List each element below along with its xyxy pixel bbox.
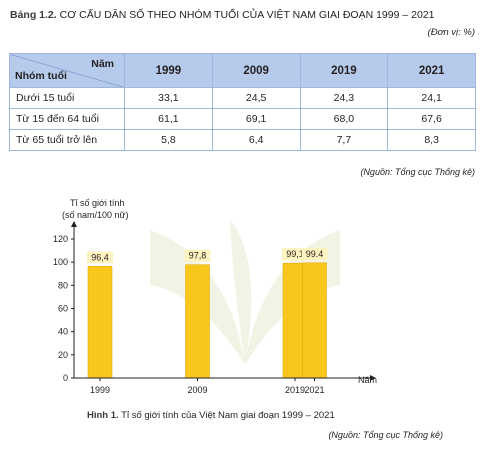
sex-ratio-chart: Tỉ số giới tính (số nam/100 nữ) Năm 0 20 4… <box>53 198 377 395</box>
value-label: 97,8 <box>189 251 207 261</box>
table-label: Bảng 1.2. <box>10 9 57 21</box>
x-tick-label: 2021 <box>304 385 324 395</box>
table-cell: 24,5 <box>211 87 301 109</box>
year-header: 1999 <box>124 53 213 88</box>
population-table: Năm Nhóm tuổi 1999 2009 2019 2021 Dưới 1… <box>9 53 476 151</box>
y-tick-label: 60 <box>58 304 68 314</box>
table-cell: 7,7 <box>299 129 389 151</box>
table-title-text: CƠ CẤU DÂN SỐ THEO NHÓM TUỔI CỦA VIỆT NA… <box>59 9 435 21</box>
value-label-box <box>87 251 113 264</box>
table-cell: 68,0 <box>299 108 389 130</box>
row-label: Từ 65 tuổi trở lên <box>9 129 125 151</box>
row-label: Từ 15 đến 64 tuổi <box>9 108 125 130</box>
year-header: 2009 <box>211 53 301 88</box>
table-cell: 67,6 <box>387 108 476 130</box>
table-cell: 6,4 <box>211 129 301 151</box>
bar <box>185 264 210 379</box>
figure-caption-text: Tỉ số giới tính của Việt Nam giai đoạn 1… <box>121 410 335 421</box>
table-row: Từ 65 tuổi trở lên 5,8 6,4 7,7 8,3 <box>9 129 476 151</box>
year-header: 2019 <box>299 53 389 88</box>
figure-caption: Hình 1. Tỉ số giới tính của Việt Nam gia… <box>87 410 335 421</box>
bar <box>302 262 327 379</box>
row-label: Dưới 15 tuổi <box>9 87 125 109</box>
table-row: Dưới 15 tuổi 33,1 24,5 24,3 24,1 <box>9 87 476 109</box>
y-axis-arrow <box>71 221 77 227</box>
y-axis-label-line2: (số nam/100 nữ) <box>62 210 129 220</box>
y-tick-label: 100 <box>53 257 68 267</box>
value-label-box <box>184 249 211 262</box>
x-tick-label: 2009 <box>187 385 207 395</box>
value-label-box <box>301 247 328 260</box>
table-cell: 61,1 <box>124 108 213 130</box>
header-group-label: Nhóm tuổi <box>15 70 67 82</box>
table-unit: (Đơn vị: %) <box>427 27 475 38</box>
table-title: Bảng 1.2. CƠ CẤU DÂN SỐ THEO NHÓM TUỔI C… <box>10 9 434 21</box>
table-row: Từ 15 đến 64 tuổi 61,1 69,1 68,0 67,6 <box>9 108 476 130</box>
year-header: 2021 <box>387 53 476 88</box>
x-tick-label: 1999 <box>90 385 110 395</box>
table-cell: 8,3 <box>387 129 476 151</box>
value-label: 99,1 <box>286 249 304 259</box>
table-header-row: Năm Nhóm tuổi 1999 2009 2019 2021 <box>9 53 476 88</box>
y-tick-label: 120 <box>53 234 68 244</box>
value-label: 99.4 <box>306 249 324 259</box>
header-year-label: Năm <box>91 58 114 70</box>
x-axis-arrow <box>370 375 376 381</box>
y-tick-label: 20 <box>58 350 68 360</box>
x-tick-label: 2019 <box>285 385 305 395</box>
y-tick-label: 80 <box>58 280 68 290</box>
x-axis-label: Năm <box>358 375 377 385</box>
figure-source: (Nguồn: Tổng cục Thống kê) <box>328 430 443 440</box>
y-axis-label-line1: Tỉ số giới tính <box>70 198 124 208</box>
table-cell: 69,1 <box>211 108 301 130</box>
table-cell: 33,1 <box>124 87 213 109</box>
bar <box>87 266 113 379</box>
table-cell: 24,3 <box>299 87 389 109</box>
diagonal-header-cell: Năm Nhóm tuổi <box>9 53 125 88</box>
table-cell: 24,1 <box>387 87 476 109</box>
table-source: (Nguồn: Tổng cục Thống kê) <box>360 167 475 177</box>
y-tick-label: 0 <box>63 373 68 383</box>
value-label: 96,4 <box>91 252 109 262</box>
table-cell: 5,8 <box>124 129 213 151</box>
figure-label: Hình 1. <box>87 410 119 421</box>
y-tick-label: 40 <box>58 327 68 337</box>
